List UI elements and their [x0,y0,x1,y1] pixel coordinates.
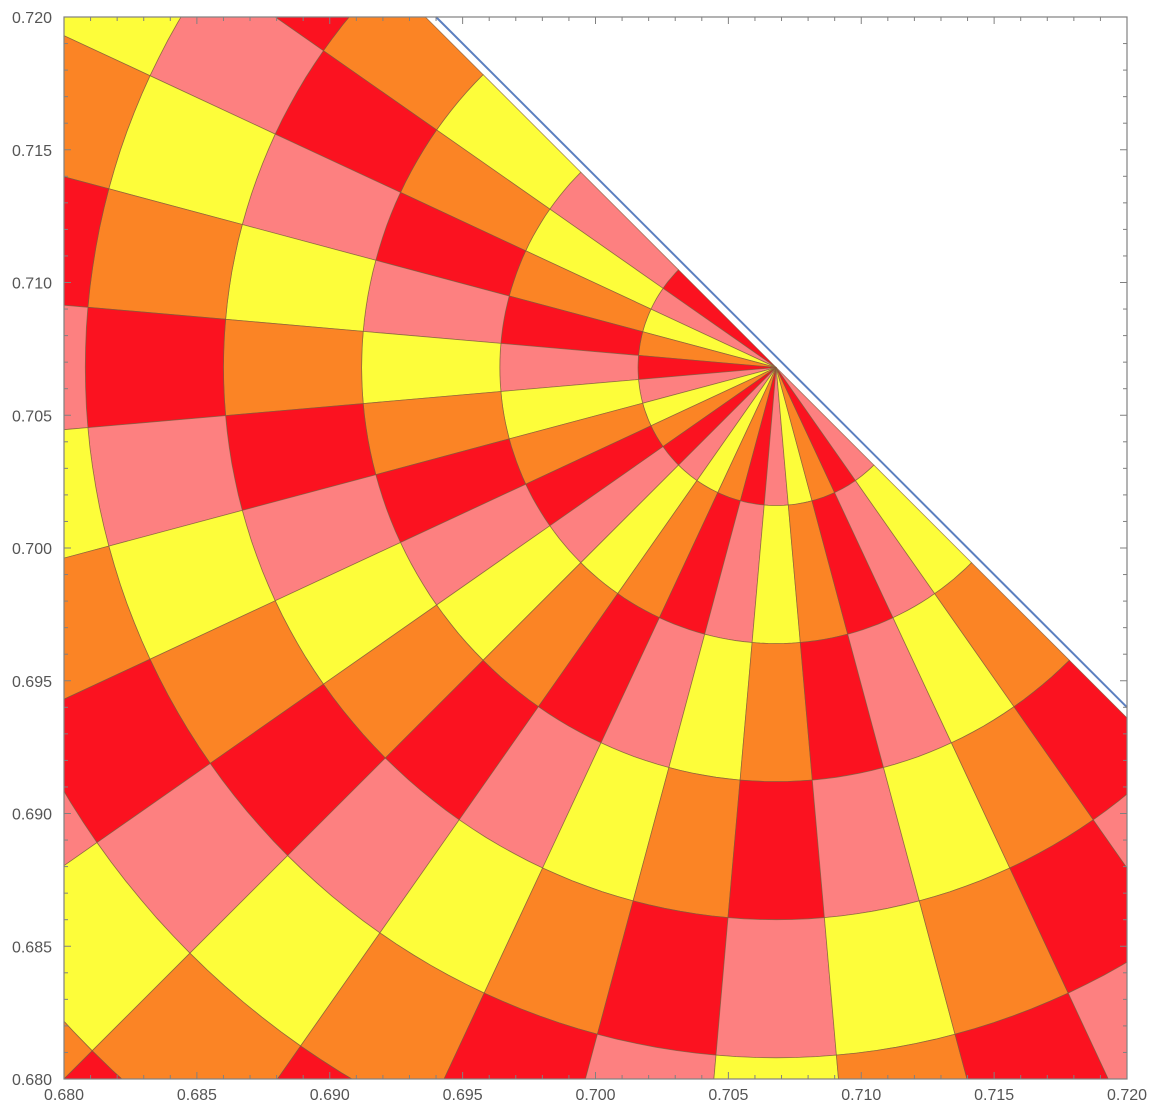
mesh-cell [222,318,364,417]
y-tick-label: 0.680 [12,1072,52,1089]
mesh-cell [727,779,825,921]
mesh-cell [1127,1046,1172,1120]
x-tick-label: 0.700 [575,1087,615,1104]
y-tick-labels: 0.680 0.685 0.690 0.695 0.700 0.705 0.710 0.715… [12,10,52,1089]
boundary-line-layer [435,16,1128,709]
tick-marks [63,16,1128,1080]
x-tick-label: 0.715 [974,1087,1014,1104]
mesh-cell [361,330,502,405]
y-tick-label: 0.710 [12,276,52,293]
boundary-line [435,16,1128,709]
y-tick-label: 0.720 [12,10,52,27]
y-tick-label: 0.705 [12,408,52,425]
y-tick-label: 0.690 [12,807,52,824]
x-tick-labels: 0.680 0.685 0.690 0.695 0.700 0.705 0.710 0.715… [44,1087,1147,1104]
mesh-cell [64,1050,123,1079]
mesh-cell [277,1045,353,1079]
mesh-cell [84,306,227,429]
x-tick-label: 0.710 [841,1087,881,1104]
mesh-cell [715,917,837,1059]
x-tick-label: 0.690 [310,1087,350,1104]
mesh-cell [739,642,813,782]
mesh-cell [1067,961,1127,1079]
y-tick-label: 0.695 [12,674,52,691]
x-tick-label: 0.705 [708,1087,748,1104]
x-tick-label: 0.680 [44,1087,84,1104]
y-tick-label: 0.715 [12,143,52,160]
x-tick-label: 0.720 [1107,1087,1147,1104]
y-tick-label: 0.685 [12,939,52,956]
mesh-cell [1092,793,1127,869]
x-tick-label: 0.685 [177,1087,217,1104]
y-tick-label: 0.700 [12,541,52,558]
x-tick-label: 0.695 [443,1087,483,1104]
